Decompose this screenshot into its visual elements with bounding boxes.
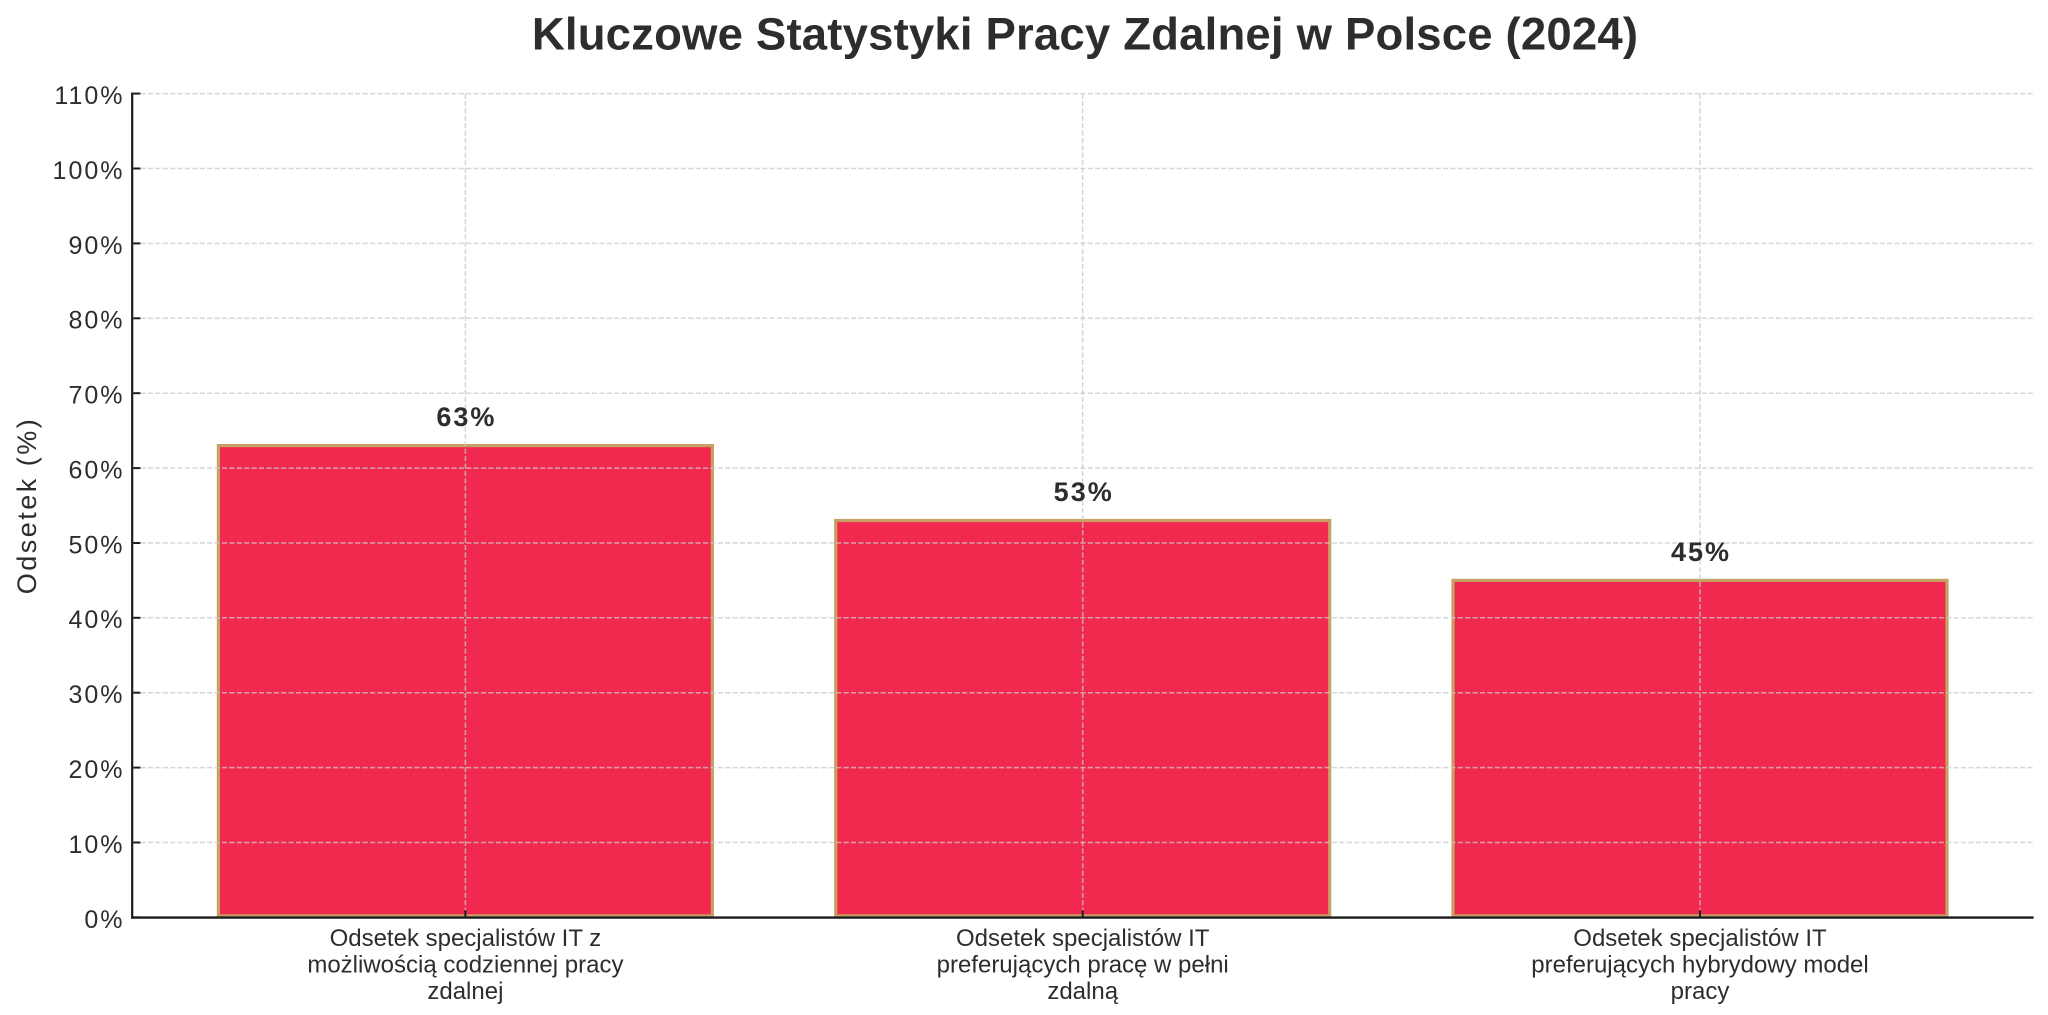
svg-text:100%: 100% <box>53 157 125 185</box>
svg-text:70%: 70% <box>68 382 124 410</box>
svg-text:110%: 110% <box>54 82 124 110</box>
svg-text:zdalnej: zdalnej <box>427 978 503 1005</box>
svg-text:60%: 60% <box>68 457 124 485</box>
svg-text:10%: 10% <box>68 831 124 859</box>
svg-text:Odsetek specjalistów IT: Odsetek specjalistów IT <box>1573 925 1827 952</box>
svg-text:63%: 63% <box>436 402 496 432</box>
svg-text:53%: 53% <box>1054 477 1114 507</box>
svg-text:Kluczowe Statystyki Pracy Zdal: Kluczowe Statystyki Pracy Zdalnej w Pols… <box>532 8 1638 59</box>
svg-text:Odsetek (%): Odsetek (%) <box>12 417 42 595</box>
svg-text:0%: 0% <box>84 906 124 934</box>
svg-text:90%: 90% <box>68 232 124 260</box>
svg-text:50%: 50% <box>68 531 124 559</box>
svg-text:preferujących hybrydowy model: preferujących hybrydowy model <box>1531 952 1869 979</box>
svg-text:40%: 40% <box>68 606 124 634</box>
svg-text:preferujących pracę w pełni: preferujących pracę w pełni <box>937 952 1229 979</box>
svg-text:80%: 80% <box>68 307 124 335</box>
svg-text:zdalną: zdalną <box>1047 978 1118 1005</box>
svg-text:Odsetek specjalistów IT: Odsetek specjalistów IT <box>956 925 1210 952</box>
svg-text:20%: 20% <box>68 756 124 784</box>
svg-text:możliwością codziennej pracy: możliwością codziennej pracy <box>307 952 623 979</box>
svg-text:Odsetek specjalistów IT z: Odsetek specjalistów IT z <box>330 925 602 952</box>
svg-text:pracy: pracy <box>1671 978 1730 1005</box>
svg-text:45%: 45% <box>1671 537 1731 567</box>
svg-text:30%: 30% <box>68 681 124 709</box>
